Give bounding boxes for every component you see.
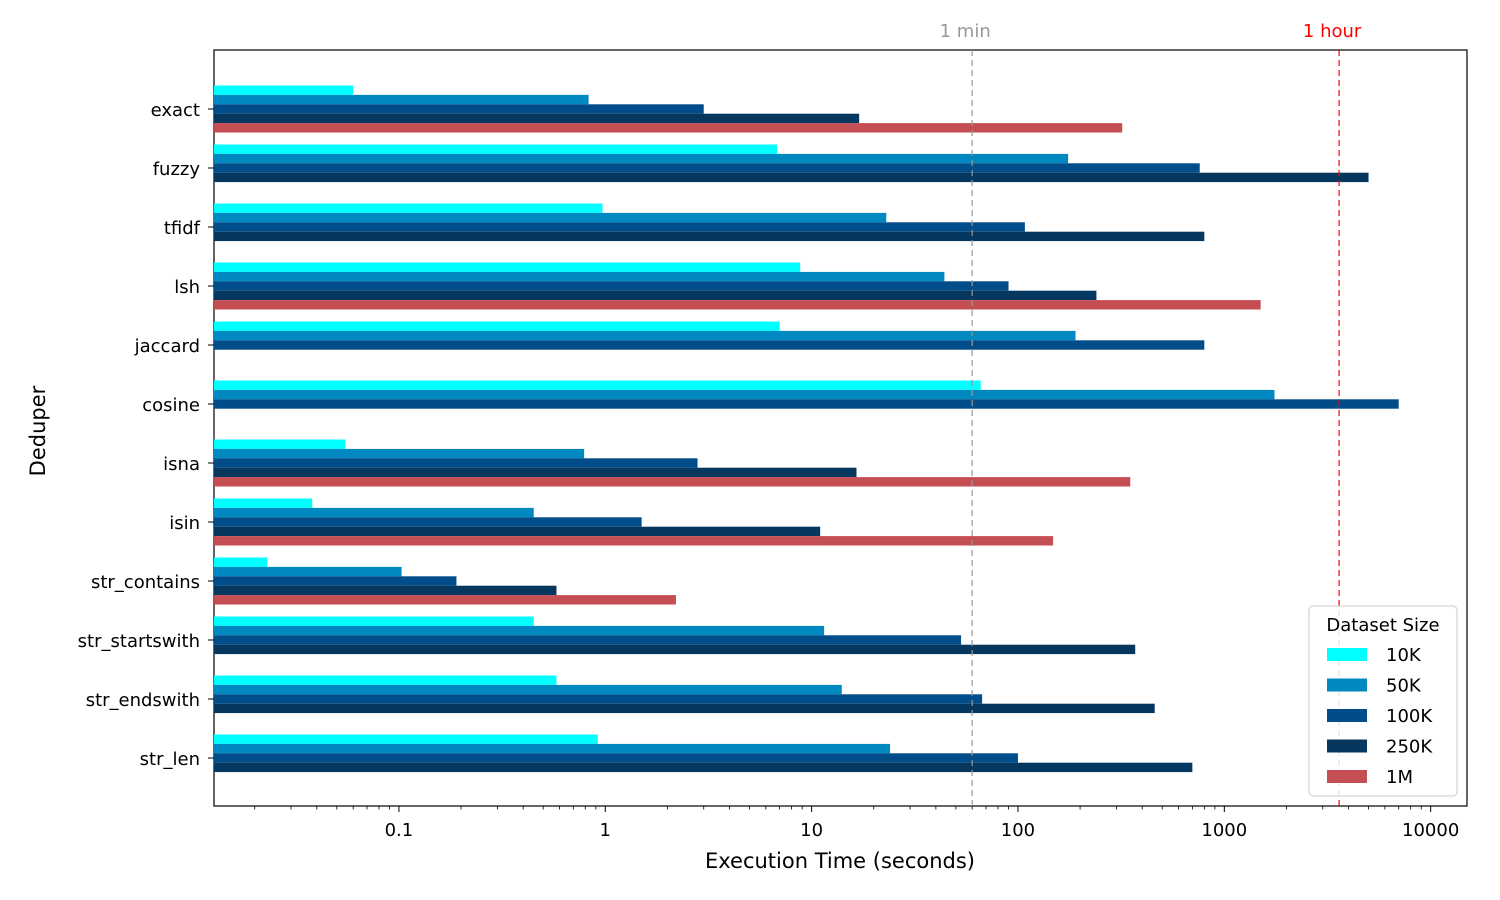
- bar-str_startswith-50K: [214, 625, 825, 636]
- x-axis: 0.1 1 10 100 1000 10000: [254, 806, 1459, 841]
- bar-cosine-100K: [214, 399, 1399, 409]
- y-tick-label-str_startswith: str_startswith: [78, 631, 200, 652]
- legend-label-50K: 50K: [1386, 676, 1422, 697]
- bar-str_endswith-250K: [214, 703, 1155, 714]
- legend-label-1M: 1M: [1386, 767, 1413, 788]
- legend-label-250K: 250K: [1386, 737, 1433, 758]
- bar-isna-1M: [214, 477, 1131, 487]
- bar-isin-250K: [214, 526, 821, 537]
- legend: Dataset Size 10K 50K 100K 250K 1M: [1308, 605, 1458, 797]
- bar-str_startswith-10K: [214, 616, 534, 626]
- bar-cosine-50K: [214, 389, 1275, 400]
- y-tick-label-str_len: str_len: [140, 749, 200, 770]
- bar-isna-250K: [214, 467, 857, 478]
- reference-label-1-min: 1 min: [940, 21, 991, 42]
- bar-isin-1M: [214, 536, 1054, 546]
- bar-fuzzy-10K: [214, 144, 778, 154]
- bar-lsh-1M: [214, 300, 1261, 310]
- legend-swatch-50K: [1327, 678, 1367, 692]
- bar-str_startswith-250K: [214, 644, 1136, 655]
- bar-tfidf-250K: [214, 231, 1205, 242]
- bar-tfidf-10K: [214, 203, 603, 213]
- bar-fuzzy-250K: [214, 172, 1369, 183]
- reference-label-1-hour: 1 hour: [1303, 21, 1362, 42]
- bar-exact-50K: [214, 94, 589, 105]
- y-axis-label: Deduper: [26, 385, 50, 476]
- y-axis: exact fuzzy tfidf lsh jaccard cosine isna isin s…: [78, 100, 214, 770]
- bars-layer: [214, 85, 1399, 773]
- bar-cosine-10K: [214, 380, 981, 390]
- y-tick-label-exact: exact: [151, 100, 200, 121]
- bar-exact-250K: [214, 113, 860, 124]
- bar-str_endswith-50K: [214, 684, 842, 695]
- bar-str_contains-10K: [214, 557, 268, 567]
- x-tick-label-10: 10: [800, 820, 823, 841]
- bar-jaccard-10K: [214, 321, 780, 331]
- legend-label-10K: 10K: [1386, 645, 1422, 666]
- bar-isna-50K: [214, 448, 585, 459]
- bar-exact-1M: [214, 123, 1123, 133]
- bar-jaccard-100K: [214, 340, 1205, 350]
- bar-isin-100K: [214, 517, 642, 527]
- bar-lsh-10K: [214, 262, 801, 272]
- legend-swatch-100K: [1327, 709, 1367, 722]
- bar-str_len-10K: [214, 734, 598, 744]
- bar-lsh-100K: [214, 281, 1009, 291]
- legend-swatch-1M: [1327, 770, 1367, 783]
- bar-str_len-100K: [214, 753, 1018, 763]
- legend-label-100K: 100K: [1386, 706, 1433, 727]
- bar-lsh-50K: [214, 271, 945, 282]
- bar-tfidf-100K: [214, 222, 1025, 232]
- bar-fuzzy-100K: [214, 163, 1200, 173]
- x-axis-label: Execution Time (seconds): [705, 849, 975, 873]
- bar-tfidf-50K: [214, 212, 887, 223]
- bar-jaccard-50K: [214, 330, 1076, 341]
- bar-str_endswith-100K: [214, 694, 983, 704]
- legend-swatch-250K: [1327, 739, 1367, 753]
- x-tick-label-10000: 10000: [1402, 820, 1459, 841]
- bar-isin-10K: [214, 498, 313, 508]
- legend-title: Dataset Size: [1326, 615, 1439, 636]
- x-tick-label-1000: 1000: [1201, 820, 1247, 841]
- y-tick-label-fuzzy: fuzzy: [153, 159, 201, 180]
- bar-lsh-250K: [214, 290, 1097, 301]
- y-tick-label-str_contains: str_contains: [91, 572, 200, 593]
- bar-exact-100K: [214, 104, 704, 114]
- y-tick-label-lsh: lsh: [174, 277, 200, 298]
- x-tick-label-100: 100: [1001, 820, 1035, 841]
- y-tick-label-isna: isna: [163, 454, 200, 475]
- bar-str_contains-50K: [214, 566, 402, 577]
- y-tick-label-tfidf: tfidf: [164, 218, 201, 239]
- bar-isna-100K: [214, 458, 698, 468]
- bar-str_contains-1M: [214, 595, 676, 605]
- x-tick-label-0.1: 0.1: [385, 820, 414, 841]
- bar-str_contains-100K: [214, 576, 457, 586]
- y-tick-label-jaccard: jaccard: [134, 336, 200, 357]
- x-tick-label-1: 1: [600, 820, 611, 841]
- bar-str_startswith-100K: [214, 635, 962, 645]
- bar-isna-10K: [214, 439, 346, 449]
- bar-fuzzy-50K: [214, 153, 1069, 164]
- bar-isin-50K: [214, 507, 534, 518]
- y-tick-label-cosine: cosine: [142, 395, 200, 416]
- bar-str_contains-250K: [214, 585, 557, 596]
- reference-lines-layer: 1 min 1 hour: [940, 21, 1362, 806]
- legend-swatch-10K: [1327, 648, 1367, 661]
- bar-str_len-250K: [214, 762, 1193, 773]
- bar-str_len-50K: [214, 743, 891, 754]
- plot-frame: [213, 49, 1468, 807]
- y-tick-label-isin: isin: [169, 513, 200, 534]
- y-tick-label-str_endswith: str_endswith: [86, 690, 200, 711]
- bar-exact-10K: [214, 85, 354, 95]
- bar-str_endswith-10K: [214, 675, 557, 685]
